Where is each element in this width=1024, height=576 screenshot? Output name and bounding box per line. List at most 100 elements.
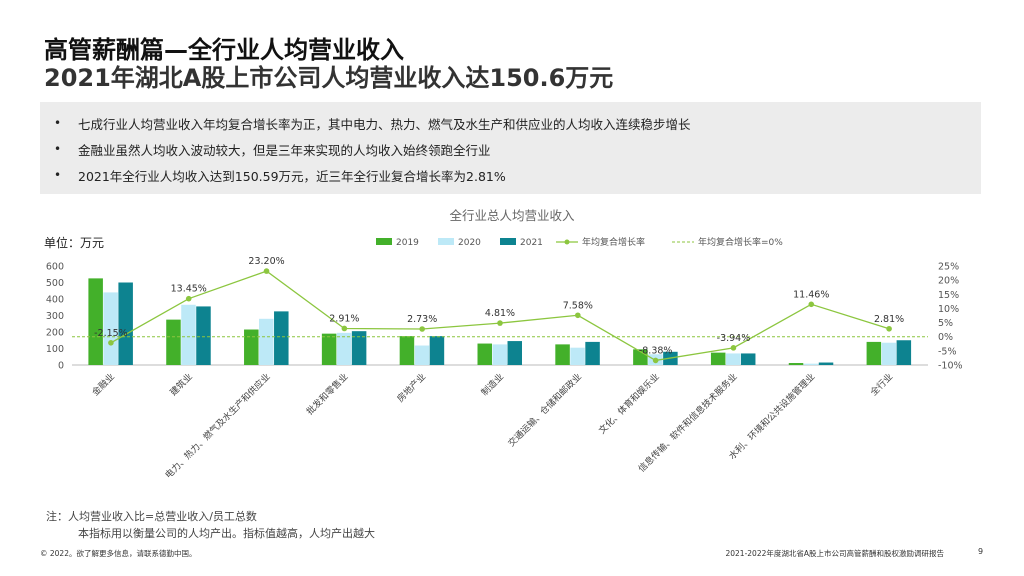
category-label: 水利、环境和公共设施管理业 bbox=[726, 371, 817, 462]
right-axis-tick-label: -10% bbox=[938, 361, 963, 372]
right-axis-tick-label: 10% bbox=[938, 304, 959, 315]
bar-2020 bbox=[336, 332, 352, 365]
growth-data-label: 2.73% bbox=[407, 314, 437, 325]
growth-data-label: 7.58% bbox=[563, 300, 593, 311]
bar-2021 bbox=[118, 282, 133, 365]
right-axis-tick-label: 20% bbox=[938, 276, 959, 287]
legend-label-baseline: 年均复合增长率=0% bbox=[698, 236, 783, 248]
legend-growth-marker bbox=[564, 239, 570, 245]
category-label: 文化、体育和娱乐业 bbox=[596, 371, 662, 437]
bar-2021 bbox=[896, 340, 912, 365]
bar-2020 bbox=[103, 292, 118, 365]
bullet-item: • 七成行业人均营业收入年均复合增长率为正，其中电力、热力、燃气及水生产和供应业的… bbox=[54, 110, 981, 136]
bar-2019 bbox=[477, 343, 492, 365]
report-name-footer: 2021-2022年度湖北省A股上市公司高管薪酬和股权激励调研报告 bbox=[725, 549, 944, 558]
growth-data-label: -2.15% bbox=[94, 328, 128, 339]
growth-point bbox=[185, 295, 192, 302]
bar-2019 bbox=[788, 363, 804, 365]
left-axis-tick-label: 400 bbox=[46, 295, 64, 306]
bullet-text: 2021年全行业人均收入达到150.59万元，近三年全行业复合增长率为2.81% bbox=[78, 168, 506, 184]
category-label: 批发和零售业 bbox=[304, 371, 351, 418]
growth-point bbox=[341, 325, 348, 332]
left-axis-tick-label: 500 bbox=[46, 278, 64, 289]
bar-2019 bbox=[321, 333, 337, 365]
growth-data-label: 13.45% bbox=[171, 284, 207, 295]
growth-data-label: -3.94% bbox=[717, 333, 751, 344]
category-label: 制造业 bbox=[479, 371, 507, 399]
left-axis-tick-label: 200 bbox=[46, 328, 64, 339]
legend-swatch-2020 bbox=[438, 238, 454, 245]
bullet-text: 金融业虽然人均收入波动较大，但是三年来实现的人均收入始终领跑全行业 bbox=[78, 142, 491, 158]
bar-2020 bbox=[181, 304, 196, 365]
legend-swatch-2019 bbox=[376, 238, 392, 245]
legend-label-2020: 2020 bbox=[458, 238, 481, 248]
page-title: 高管薪酬篇—全行业人均营业收入 bbox=[44, 36, 404, 64]
growth-data-label: -8.38% bbox=[639, 345, 673, 356]
bar-2020 bbox=[725, 353, 741, 365]
bar-2019 bbox=[166, 319, 181, 365]
key-findings-box: • 七成行业人均营业收入年均复合增长率为正，其中电力、热力、燃气及水生产和供应业的… bbox=[40, 102, 981, 194]
chart-note: 注：人均营业收入比=总营业收入/员工总数 本指标用以衡量公司的人均产出。指标值越… bbox=[46, 508, 375, 542]
growth-point bbox=[419, 326, 425, 332]
legend-label-growth: 年均复合增长率 bbox=[582, 236, 645, 248]
category-label: 房地产业 bbox=[394, 371, 428, 405]
growth-point bbox=[808, 301, 815, 308]
left-axis-tick-label: 600 bbox=[46, 262, 64, 273]
note-line-1: 注：人均营业收入比=总营业收入/员工总数 bbox=[46, 510, 257, 523]
growth-point bbox=[575, 312, 581, 319]
bar-2021 bbox=[274, 311, 289, 365]
category-label: 建筑业 bbox=[167, 371, 195, 399]
bar-2020 bbox=[570, 347, 585, 365]
bar-2021 bbox=[818, 362, 834, 365]
bar-2019 bbox=[88, 278, 103, 365]
bar-2021 bbox=[429, 336, 445, 365]
bar-2021 bbox=[507, 341, 522, 365]
right-axis-tick-label: 25% bbox=[938, 262, 959, 273]
bullet-item: • 2021年全行业人均收入达到150.59万元，近三年全行业复合增长率为2.81… bbox=[54, 162, 981, 188]
bar-2019 bbox=[866, 341, 882, 365]
growth-data-label: 2.81% bbox=[874, 314, 904, 325]
unit-label: 单位：万元 bbox=[44, 235, 104, 250]
left-axis-tick-label: 0 bbox=[58, 361, 64, 372]
growth-data-label: 2.91% bbox=[329, 313, 359, 324]
page-subtitle: 2021年湖北A股上市公司人均营业收入达150.6万元 bbox=[44, 64, 614, 92]
bar-2020 bbox=[259, 318, 274, 365]
bullet-dot-icon: • bbox=[54, 116, 62, 130]
bar-2019 bbox=[710, 352, 726, 365]
growth-point bbox=[886, 325, 892, 332]
bar-2019 bbox=[555, 344, 570, 365]
category-label: 金融业 bbox=[89, 371, 117, 399]
bar-2020 bbox=[492, 344, 507, 365]
bar-2020 bbox=[414, 345, 430, 365]
bar-2019 bbox=[244, 329, 259, 365]
bar-2020 bbox=[881, 342, 897, 365]
right-axis-tick-label: 15% bbox=[938, 290, 959, 301]
copyright-footer: © 2022。欲了解更多信息，请联系德勤中国。 bbox=[40, 549, 197, 558]
growth-point bbox=[108, 339, 114, 346]
bullet-item: • 金融业虽然人均收入波动较大，但是三年来实现的人均收入始终领跑全行业 bbox=[54, 136, 981, 162]
growth-point bbox=[730, 345, 737, 351]
right-axis-tick-label: -5% bbox=[938, 346, 957, 357]
bar-2021 bbox=[351, 331, 367, 365]
growth-data-label: 11.46% bbox=[793, 289, 829, 300]
note-line-2: 本指标用以衡量公司的人均产出。指标值越高，人均产出越大 bbox=[78, 527, 375, 540]
category-label: 全行业 bbox=[868, 371, 896, 399]
legend-swatch-2021 bbox=[500, 238, 516, 245]
left-axis-tick-label: 100 bbox=[46, 344, 64, 355]
bar-2021 bbox=[196, 306, 211, 365]
left-axis-tick-label: 300 bbox=[46, 311, 64, 322]
growth-point bbox=[263, 268, 270, 274]
bar-2021 bbox=[740, 353, 756, 365]
legend-label-2019: 2019 bbox=[396, 238, 419, 248]
bullet-dot-icon: • bbox=[54, 168, 62, 182]
bar-2021 bbox=[585, 341, 600, 365]
growth-data-label: 4.81% bbox=[485, 308, 515, 319]
legend-label-2021: 2021 bbox=[520, 238, 543, 248]
category-label: 交通运输、仓储和邮政业 bbox=[505, 371, 583, 449]
growth-point bbox=[497, 320, 503, 326]
right-axis-tick-label: 0% bbox=[938, 332, 953, 343]
right-axis-tick-label: 5% bbox=[938, 318, 953, 329]
growth-point bbox=[652, 357, 659, 364]
bullet-dot-icon: • bbox=[54, 142, 62, 156]
